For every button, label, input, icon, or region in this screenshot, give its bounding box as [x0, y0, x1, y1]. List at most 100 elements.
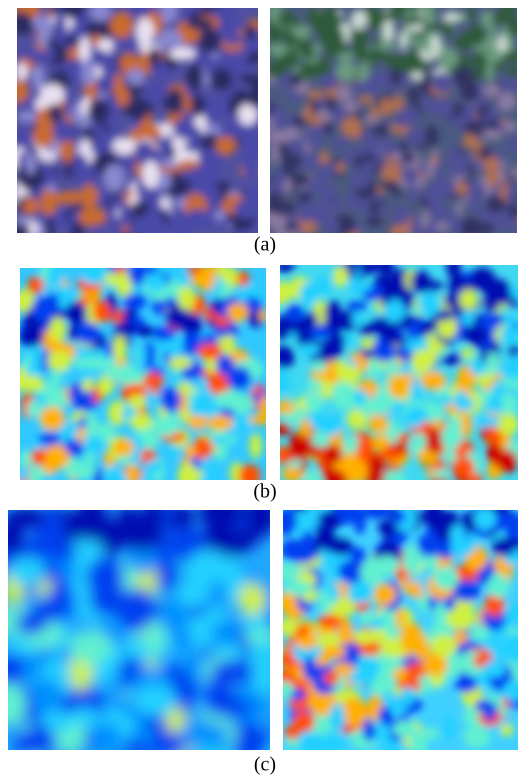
blob: [406, 59, 426, 72]
caption-a: (a): [254, 234, 276, 256]
blob: [474, 416, 500, 428]
blob: [275, 261, 295, 273]
heatmap-b-right: [271, 257, 521, 489]
blob: [300, 282, 318, 305]
blob: [271, 281, 292, 305]
blob: [477, 147, 492, 159]
blob: [199, 28, 221, 54]
blob: [380, 98, 393, 117]
blob: [93, 301, 111, 323]
blob: [432, 73, 453, 94]
blob: [242, 138, 265, 152]
blob: [480, 313, 501, 331]
blob: [333, 137, 351, 147]
blob: [454, 580, 480, 602]
blob: [351, 10, 368, 30]
blob: [319, 340, 343, 360]
blob: [447, 652, 463, 676]
blob: [259, 395, 272, 421]
blob: [363, 503, 391, 519]
blob: [363, 719, 376, 742]
blob: [146, 273, 166, 292]
blob: [292, 25, 311, 38]
blob: [275, 507, 297, 536]
figure: (a) (b) (c): [0, 0, 521, 779]
blob: [32, 678, 63, 713]
blob: [453, 457, 475, 478]
blob: [436, 222, 450, 232]
blob: [217, 262, 227, 280]
panels: [0, 0, 521, 763]
blob: [455, 202, 464, 215]
blob: [348, 671, 377, 685]
blob: [268, 42, 287, 57]
blob: [22, 48, 42, 61]
blob: [299, 62, 321, 78]
blob: [397, 433, 410, 444]
blob: [497, 450, 518, 473]
blob: [47, 351, 71, 372]
blob: [446, 257, 460, 278]
blob: [201, 170, 220, 182]
blob: [293, 173, 310, 186]
blob: [44, 387, 66, 410]
blob: [350, 28, 369, 43]
blob: [275, 681, 294, 699]
photo-left: [6, 0, 271, 245]
blob: [434, 602, 446, 629]
blob: [461, 217, 482, 238]
blob: [470, 360, 487, 376]
blob: [211, 68, 233, 91]
blob: [110, 12, 134, 39]
blob: [129, 414, 153, 430]
blob: [470, 23, 483, 33]
blob: [510, 138, 519, 146]
blob: [487, 352, 499, 377]
blob: [421, 209, 429, 227]
blob: [335, 162, 345, 173]
heatmap-c-left: [0, 490, 283, 763]
blob: [319, 590, 331, 615]
blob: [112, 138, 137, 155]
blob: [333, 265, 348, 287]
blob: [297, 201, 319, 221]
blob: [197, 390, 210, 403]
blob: [296, 625, 308, 637]
blob: [127, 68, 144, 85]
blob: [459, 289, 477, 310]
blob: [506, 183, 515, 205]
blob: [29, 466, 42, 488]
blob: [382, 20, 394, 42]
blob: [503, 121, 518, 131]
blob: [208, 726, 229, 749]
blob: [41, 710, 74, 732]
blob: [341, 697, 367, 726]
blob: [488, 24, 496, 44]
blob: [358, 95, 374, 104]
blob: [482, 130, 503, 140]
blob: [138, 325, 153, 337]
blob: [324, 121, 333, 136]
blob: [307, 89, 323, 99]
blob: [84, 452, 95, 465]
blob: [451, 416, 461, 436]
blob: [273, 670, 296, 683]
blob: [430, 35, 441, 56]
blob: [226, 26, 239, 46]
blob: [40, 407, 65, 431]
blob: [289, 153, 302, 167]
blob: [197, 266, 215, 291]
blob: [259, 309, 269, 321]
blob: [71, 221, 82, 237]
blob: [125, 464, 139, 487]
blob: [223, 334, 235, 355]
blob: [214, 210, 226, 221]
blob: [438, 526, 451, 542]
blob: [344, 101, 358, 113]
blob: [280, 14, 290, 29]
blob: [129, 394, 146, 410]
blob: [160, 387, 181, 412]
blob: [139, 39, 151, 53]
blob: [104, 164, 125, 191]
blob: [211, 620, 240, 646]
